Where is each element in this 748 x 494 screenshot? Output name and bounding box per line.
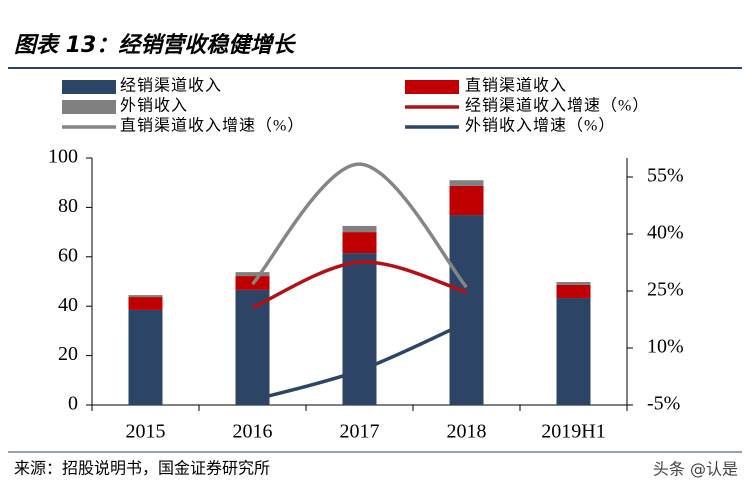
bar: [342, 232, 377, 254]
legend-label: 直销渠道收入: [465, 77, 567, 95]
y2-tick-label: 40%: [647, 222, 684, 244]
y-tick-label: 0: [68, 393, 78, 415]
y-tick-label: 60: [58, 244, 78, 266]
bar: [449, 215, 484, 405]
bar: [342, 253, 377, 405]
legend-label: 外销收入: [120, 97, 188, 115]
legend-label: 经销渠道收入增速（%）: [465, 97, 649, 115]
y2-tick-label: 55%: [647, 165, 684, 187]
bar: [556, 284, 591, 299]
legend-swatch: [62, 100, 116, 114]
bar: [556, 298, 591, 405]
y2-tick-label: 25%: [647, 279, 684, 301]
source: 来源：招股说明书，国金证券研究所: [14, 460, 270, 478]
bar: [128, 297, 163, 310]
x-tick-label: 2017: [340, 421, 380, 443]
y-tick-label: 100: [48, 146, 78, 168]
legend-label: 外销收入增速（%）: [465, 117, 615, 135]
bar: [235, 289, 270, 405]
y-tick-label: 20: [58, 343, 78, 365]
y2-tick-label: -5%: [647, 393, 680, 415]
bar: [449, 185, 484, 216]
legend-label: 经销渠道收入: [120, 77, 222, 95]
bar: [556, 281, 591, 285]
y-tick-label: 80: [58, 195, 78, 217]
y-tick-label: 40: [58, 294, 78, 316]
line: [251, 162, 468, 289]
bar: [128, 309, 163, 405]
x-tick-label: 2019H1: [541, 421, 605, 443]
legend-swatch: [62, 80, 116, 94]
y2-tick-label: 10%: [647, 336, 684, 358]
bar: [449, 180, 484, 186]
line: [251, 260, 467, 310]
legend-swatch: [405, 80, 459, 94]
chart-title: 图表 13：经销营收稳健增长: [14, 32, 296, 58]
line: [252, 320, 468, 402]
legend-label: 直销渠道收入增速（%）: [120, 117, 304, 135]
x-tick-label: 2015: [126, 421, 166, 443]
bar: [235, 272, 270, 277]
x-tick-label: 2016: [233, 421, 273, 443]
bar: [342, 225, 377, 233]
x-tick-label: 2018: [447, 421, 487, 443]
watermark: 头条 @认是: [653, 460, 738, 479]
bar: [128, 295, 163, 298]
